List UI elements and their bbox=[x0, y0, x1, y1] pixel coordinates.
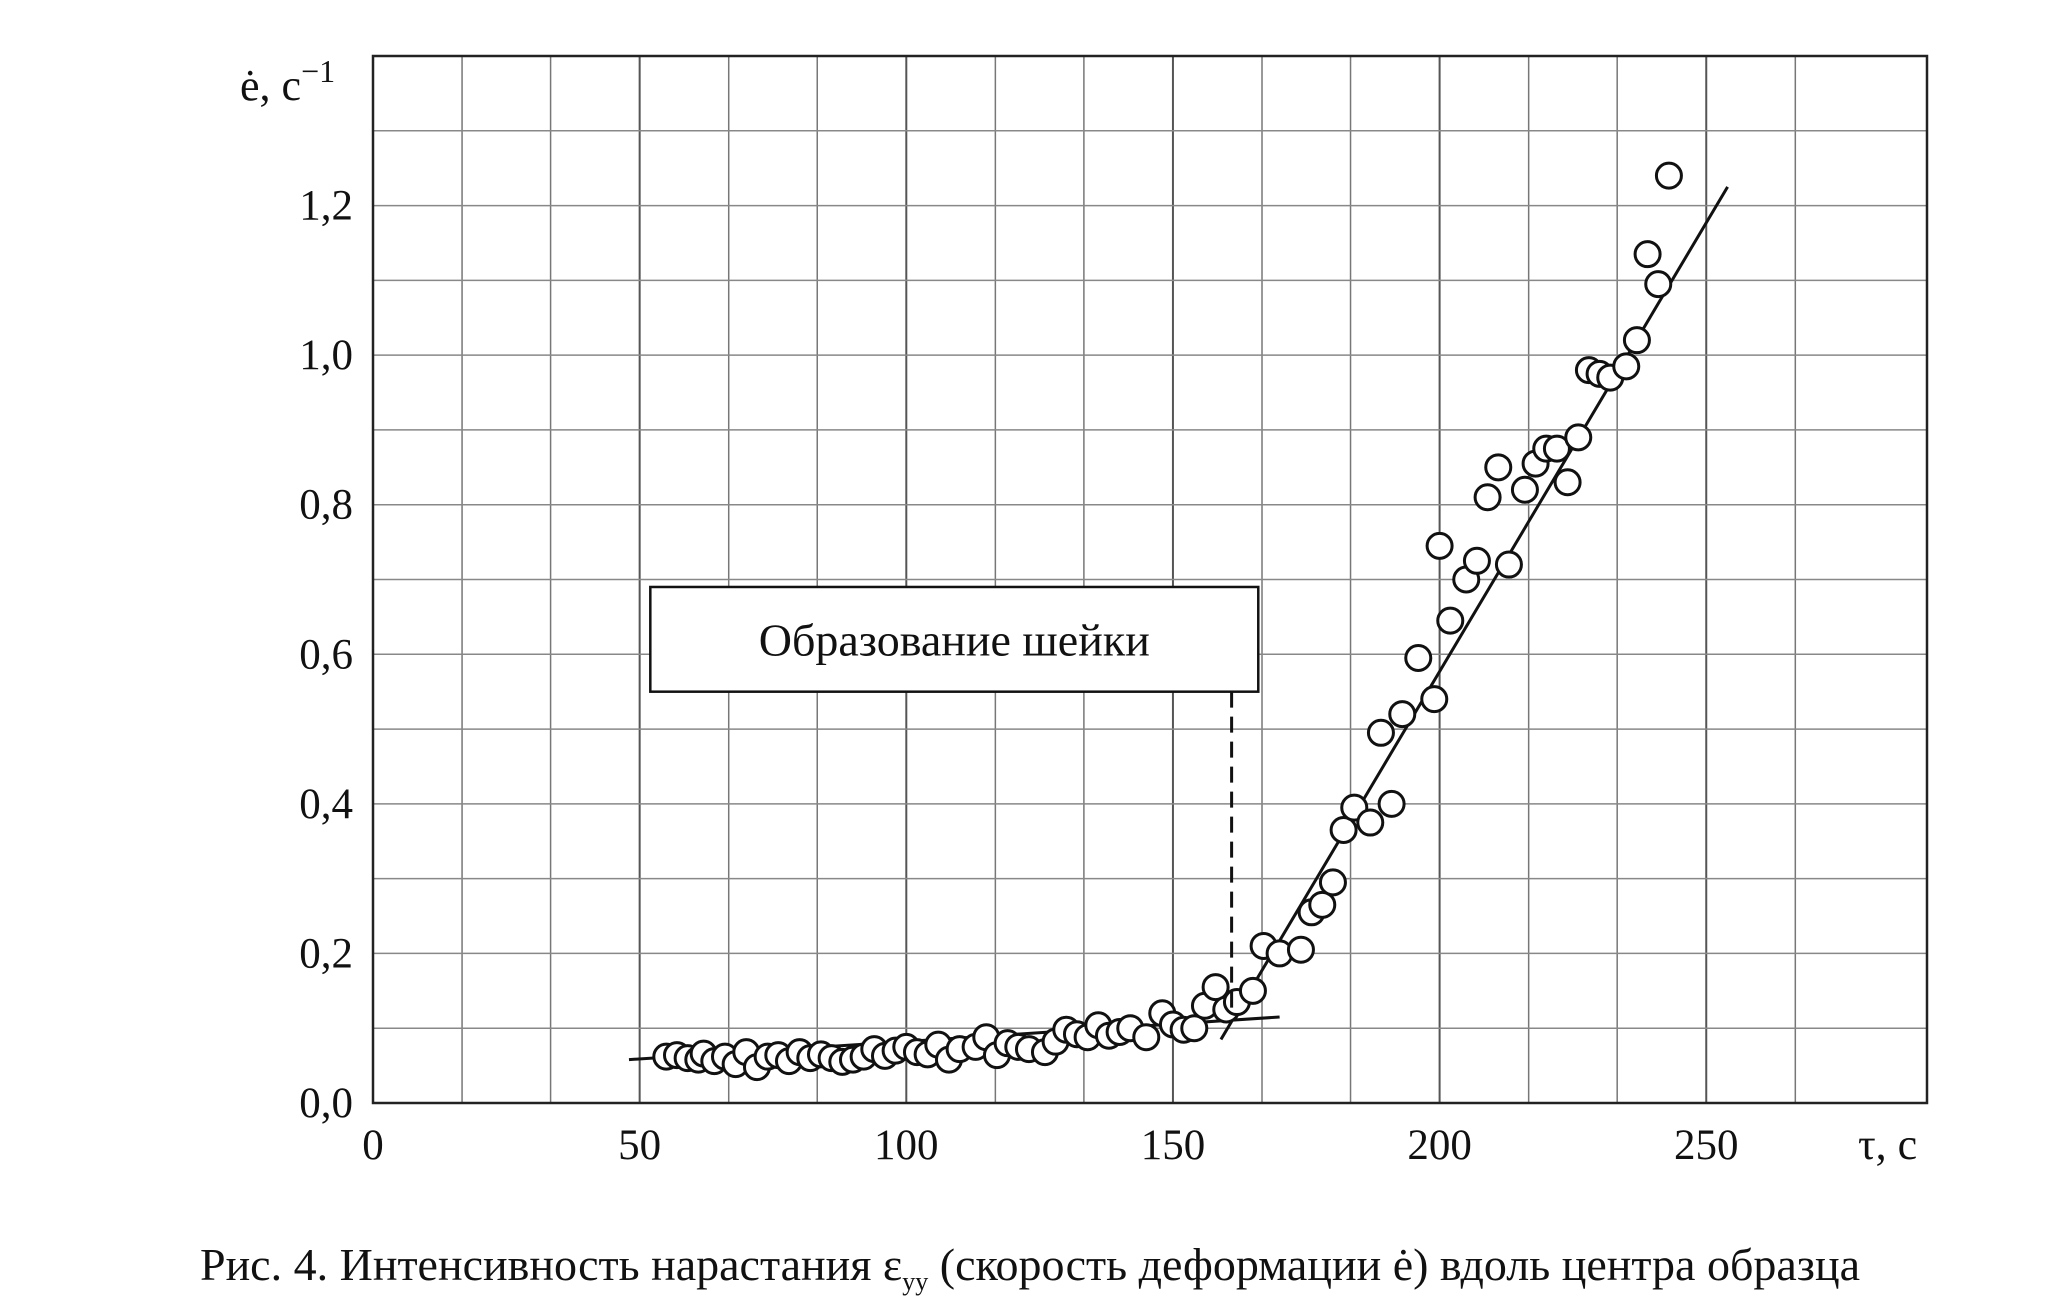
y-axis-tick-labels: 0,0 0,2 0,4 0,6 0,8 1,0 1,2 bbox=[299, 183, 353, 1127]
x-tick-label: 50 bbox=[618, 1122, 661, 1169]
y-tick-label: 0,2 bbox=[299, 930, 353, 977]
data-point bbox=[1473, 483, 1502, 512]
caption-prefix: Рис. 4. Интенсивность нарастания ε bbox=[199, 1239, 903, 1290]
x-tick-label: 0 bbox=[362, 1122, 384, 1169]
data-point bbox=[1612, 352, 1641, 381]
caption-suffix: (скорость деформации ė) вдоль центра обр… bbox=[928, 1239, 1860, 1290]
data-point bbox=[1132, 1023, 1161, 1052]
data-point bbox=[1329, 816, 1358, 845]
figure-caption: Рис. 4. Интенсивность нарастания εyy (ск… bbox=[0, 1238, 2060, 1297]
y-tick-label: 0,8 bbox=[299, 482, 353, 529]
data-point bbox=[1644, 270, 1673, 299]
x-axis-label: τ, с bbox=[1858, 1120, 1917, 1169]
y-axis-label-main: ė, с bbox=[240, 61, 301, 110]
y-tick-label: 1,0 bbox=[299, 332, 353, 379]
neck-formation-annotation: Образование шейки bbox=[649, 585, 1260, 1014]
data-point bbox=[1238, 976, 1267, 1005]
data-point bbox=[1564, 423, 1593, 452]
data-point bbox=[1494, 550, 1523, 579]
y-tick-label: 0,4 bbox=[299, 781, 353, 828]
data-point bbox=[1633, 240, 1662, 269]
data-point bbox=[1542, 434, 1571, 463]
neck-formation-label-box bbox=[649, 585, 1260, 693]
x-tick-label: 200 bbox=[1407, 1122, 1472, 1169]
rise-trend-line bbox=[1219, 186, 1729, 1041]
data-point bbox=[1366, 718, 1395, 747]
data-point bbox=[1404, 644, 1433, 673]
data-point bbox=[1318, 868, 1347, 897]
data-point bbox=[1388, 700, 1417, 729]
data-points bbox=[652, 161, 1683, 1082]
data-point bbox=[1180, 1014, 1209, 1043]
x-tick-label: 150 bbox=[1141, 1122, 1206, 1169]
data-point bbox=[1377, 789, 1406, 818]
data-point bbox=[1436, 606, 1465, 635]
y-axis-label: ė, с−1 bbox=[240, 53, 335, 110]
data-point bbox=[1654, 161, 1683, 190]
data-point bbox=[1484, 453, 1513, 482]
horizontal-gridlines bbox=[373, 130, 1927, 1029]
y-tick-label: 1,2 bbox=[299, 183, 353, 230]
data-point bbox=[1462, 546, 1491, 575]
y-tick-label: 0,6 bbox=[299, 631, 353, 678]
caption-subscript: yy bbox=[902, 1267, 929, 1297]
strain-rate-chart: 0,0 0,2 0,4 0,6 0,8 1,0 1,2 0 50 100 150 200 250 ė,… bbox=[240, 53, 1929, 1169]
data-point bbox=[1286, 935, 1315, 964]
x-tick-label: 100 bbox=[874, 1122, 939, 1169]
plot-frame bbox=[371, 54, 1929, 1105]
data-point bbox=[1356, 808, 1385, 837]
x-tick-label: 250 bbox=[1674, 1122, 1739, 1169]
x-axis-tick-labels: 0 50 100 150 200 250 bbox=[362, 1122, 1738, 1169]
data-point bbox=[1553, 468, 1582, 497]
data-point bbox=[1622, 326, 1651, 355]
data-point bbox=[1308, 890, 1337, 919]
neck-formation-label: Образование шейки bbox=[759, 614, 1150, 665]
data-point bbox=[1510, 475, 1539, 504]
data-point bbox=[1201, 973, 1230, 1002]
data-point bbox=[1420, 685, 1449, 714]
y-axis-label-superscript: −1 bbox=[301, 53, 335, 89]
y-tick-label: 0,0 bbox=[299, 1080, 353, 1127]
data-point bbox=[1425, 531, 1454, 560]
